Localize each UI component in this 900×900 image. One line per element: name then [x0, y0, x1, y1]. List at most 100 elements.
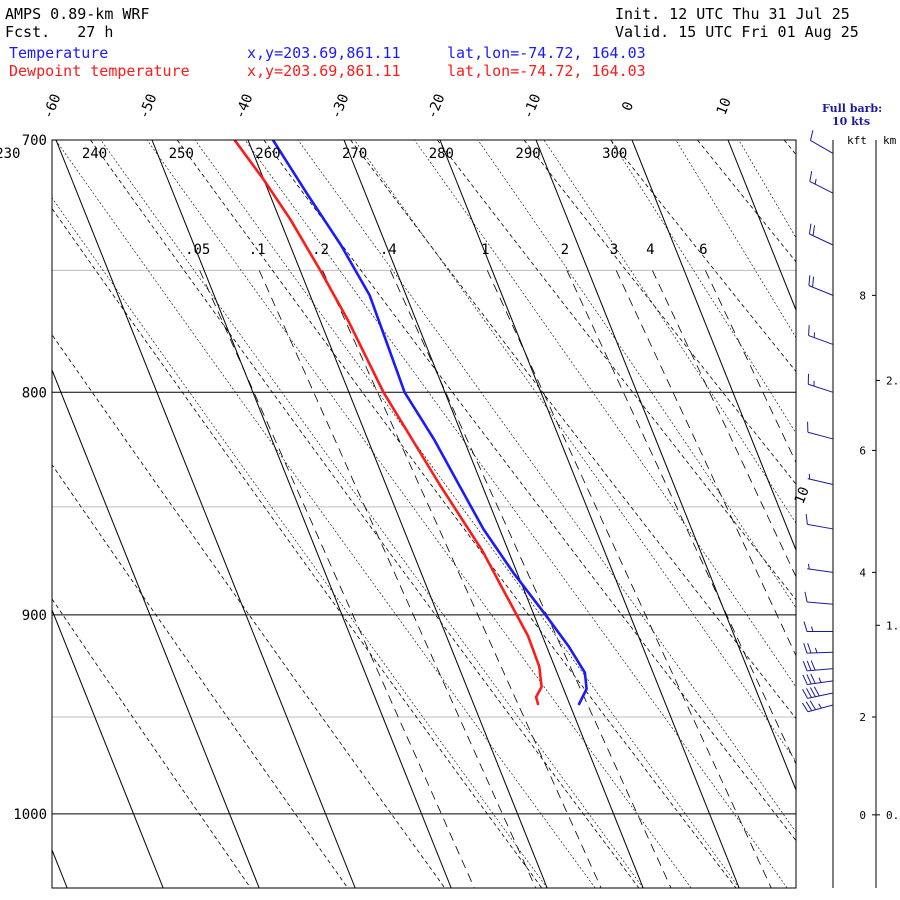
wind-barb [808, 275, 834, 296]
legend-temperature-label: Temperature [9, 44, 109, 62]
wind-barb [803, 642, 834, 654]
valid-time: Valid. 15 UTC Fri 01 Aug 25 [615, 23, 859, 41]
moist-adiabat [146, 140, 692, 888]
temperature-tick-label: 10 [792, 485, 813, 507]
wind-barb-full-flag [802, 661, 808, 672]
kft-tick-label: 6 [859, 444, 866, 457]
isotherm [343, 140, 644, 888]
wind-barb [807, 421, 834, 440]
wind-barb-staff [807, 431, 834, 440]
isotherm [52, 608, 164, 888]
wind-barb [808, 325, 834, 345]
model-title: AMPS 0.89-km WRF [5, 5, 150, 23]
theta-label: 240 [82, 146, 107, 162]
mixing-ratio-label: .1 [249, 242, 266, 258]
wind-barb-full-flag [805, 513, 808, 525]
dry-adiabat [783, 140, 796, 156]
kft-unit: kft [847, 134, 867, 147]
wind-barb-staff [807, 692, 834, 699]
dry-adiabat [90, 140, 640, 888]
wind-barb-staff [807, 478, 834, 485]
theta-label: 290 [515, 146, 540, 162]
wind-barb-half-flag [811, 626, 814, 632]
mixing-ratio-line [199, 270, 475, 888]
kft-tick-label: 4 [859, 566, 866, 579]
forecast-hour: Fcst. 27 h [5, 23, 114, 41]
pressure-tick-label: 900 [22, 608, 47, 624]
mixing-ratio-label: .4 [380, 242, 397, 258]
mixing-ratio-line [322, 270, 602, 888]
wind-barb-half-flag [818, 677, 822, 683]
legend-dewpoint-xy: x,y=203.69,861.11 [247, 62, 401, 80]
mixing-ratio-label: 1 [481, 242, 489, 258]
isotherm [55, 140, 356, 888]
isotherm [439, 140, 740, 888]
legend-dewpoint-latlon: lat,lon=-74.72, 164.03 [447, 62, 646, 80]
moist-adiabat [799, 140, 900, 888]
wind-barb-full-flag [809, 687, 816, 697]
isotherm [535, 140, 796, 792]
wind-barb-staff [807, 704, 834, 713]
km-tick-label: 0. [886, 809, 899, 822]
wind-barb [808, 223, 834, 246]
moist-adiabat [857, 140, 900, 888]
legend-temperature-xy: x,y=203.69,861.11 [247, 44, 401, 62]
dry-adiabat [52, 598, 251, 888]
wind-barb-full-flag [804, 591, 808, 603]
wind-barb-full-flag [802, 674, 808, 685]
wind-barb-full-flag [810, 673, 816, 684]
mixing-ratio-label: 2 [561, 242, 569, 258]
wind-barb-full-flag [806, 660, 812, 671]
temperature-tick-label: -10 [520, 92, 544, 121]
pressure-tick-label: 800 [22, 385, 47, 401]
moist-adiabat [354, 140, 796, 762]
wind-barb-full-flag [803, 643, 808, 654]
pressure-tick-label: 700 [22, 133, 47, 149]
mixing-ratio-line [615, 270, 796, 657]
dry-adiabat [176, 140, 737, 888]
moist-adiabat [55, 140, 596, 888]
isotherm [52, 368, 260, 888]
isotherm [631, 140, 796, 552]
moist-adiabat [675, 140, 796, 339]
background-grid [52, 140, 900, 888]
legend-dewpoint-label: Dewpoint temperature [9, 62, 190, 80]
wind-barb [807, 373, 834, 393]
theta-label: 270 [342, 146, 367, 162]
barb-note-line1: Full barb: [822, 102, 882, 115]
wind-barb-full-flag [802, 688, 809, 699]
wind-barb-full-flag [803, 621, 808, 632]
wind-barb-full-flag [812, 276, 815, 288]
wind-barb [805, 513, 834, 530]
wind-barb-half-flag [807, 563, 810, 570]
legend-temperature-latlon: lat,lon=-74.72, 164.03 [447, 44, 646, 62]
wind-barb-full-flag [813, 686, 820, 697]
wind-barb-staff [809, 180, 834, 194]
wind-barb-staff [808, 383, 834, 393]
wind-barb [807, 563, 834, 573]
temperature-profile [271, 140, 588, 706]
temperature-tick-label: -20 [424, 92, 448, 121]
temperature-tick-label: -40 [232, 92, 256, 121]
wind-barb-full-flag [806, 688, 812, 698]
dry-adiabat [52, 334, 446, 888]
wind-barb-full-flag [801, 702, 809, 713]
temperature-tick-label: 10 [714, 96, 735, 118]
moist-adiabat [477, 140, 796, 609]
wind-barb-staff [808, 335, 834, 345]
dewpoint-profile [233, 140, 543, 706]
km-tick-label: 1. [886, 619, 899, 632]
mixing-ratio-label: 6 [699, 242, 707, 258]
isotherm [247, 140, 548, 888]
wind-barb-half-flag [814, 178, 817, 185]
kft-tick-label: 0 [859, 809, 866, 822]
wind-barb [802, 686, 834, 699]
wind-barb-staff [809, 233, 834, 246]
dry-adiabat [350, 140, 796, 720]
km-tick-label: 2. [886, 374, 899, 387]
mixing-ratio-line [486, 270, 772, 888]
isotherm [727, 140, 796, 312]
moist-adiabat [543, 140, 796, 524]
moist-adiabat [414, 140, 796, 688]
